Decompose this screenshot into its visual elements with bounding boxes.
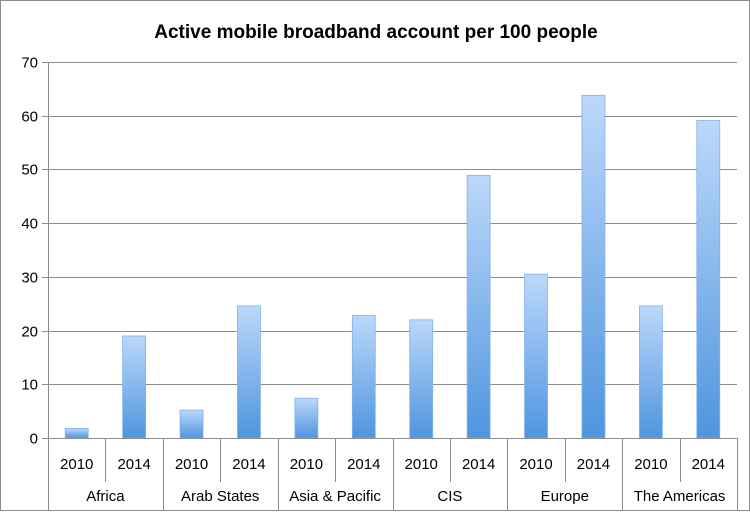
x-category-label: 2014 <box>232 456 265 473</box>
x-group-label: CIS <box>437 488 462 505</box>
bars <box>64 94 721 439</box>
bar-arab-states-2014 <box>237 305 261 439</box>
y-tick-label: 0 <box>30 431 38 448</box>
y-tick-label: 20 <box>21 324 38 341</box>
x-category-label: 2014 <box>577 456 610 473</box>
x-group-label: Europe <box>541 488 589 505</box>
bar-africa-2014 <box>122 335 147 439</box>
y-tick-label: 40 <box>21 216 38 233</box>
x-category-label: 2014 <box>347 456 380 473</box>
x-category-label: 2014 <box>462 456 495 473</box>
bar-asia-pacific-2014 <box>351 315 376 439</box>
chart-title: Active mobile broadband account per 100 … <box>154 22 597 43</box>
x-group-label: The Americas <box>634 488 726 505</box>
y-tick-label: 10 <box>21 377 38 394</box>
x-category-label: 2010 <box>290 456 323 473</box>
x-category-label: 2010 <box>175 456 208 473</box>
x-category-label: 2010 <box>634 456 667 473</box>
x-category-label: 2010 <box>60 456 93 473</box>
x-category-label: 2010 <box>405 456 438 473</box>
bar-europe-2010 <box>524 273 548 439</box>
x-group-label: Asia & Pacific <box>289 488 381 505</box>
gridlines <box>48 62 737 439</box>
bar-arab-states-2010 <box>179 409 204 439</box>
y-tick-label: 30 <box>21 270 38 287</box>
y-tick-label: 70 <box>21 55 38 72</box>
x-category-label: 2014 <box>117 456 150 473</box>
x-category-label: 2014 <box>692 456 725 473</box>
bar-cis-2014 <box>466 174 491 439</box>
bar-africa-2010 <box>64 427 89 439</box>
bar-cis-2010 <box>409 319 434 439</box>
x-group-label: Arab States <box>181 488 259 505</box>
x-category-label: 2010 <box>519 456 552 473</box>
x-group-label: Africa <box>86 488 125 505</box>
bar-europe-2014 <box>581 94 606 439</box>
bar-the-americas-2014 <box>696 120 721 439</box>
y-axis-ticks: 0 10 20 30 40 50 60 70 <box>21 55 49 448</box>
bar-the-americas-2010 <box>638 305 663 439</box>
y-tick-label: 60 <box>21 109 38 126</box>
y-tick-label: 50 <box>21 162 38 179</box>
bar-asia-pacific-2010 <box>294 397 319 439</box>
x-axis: 2010 2014 Africa 2010 2014 Arab States 2010 201… <box>48 438 738 510</box>
